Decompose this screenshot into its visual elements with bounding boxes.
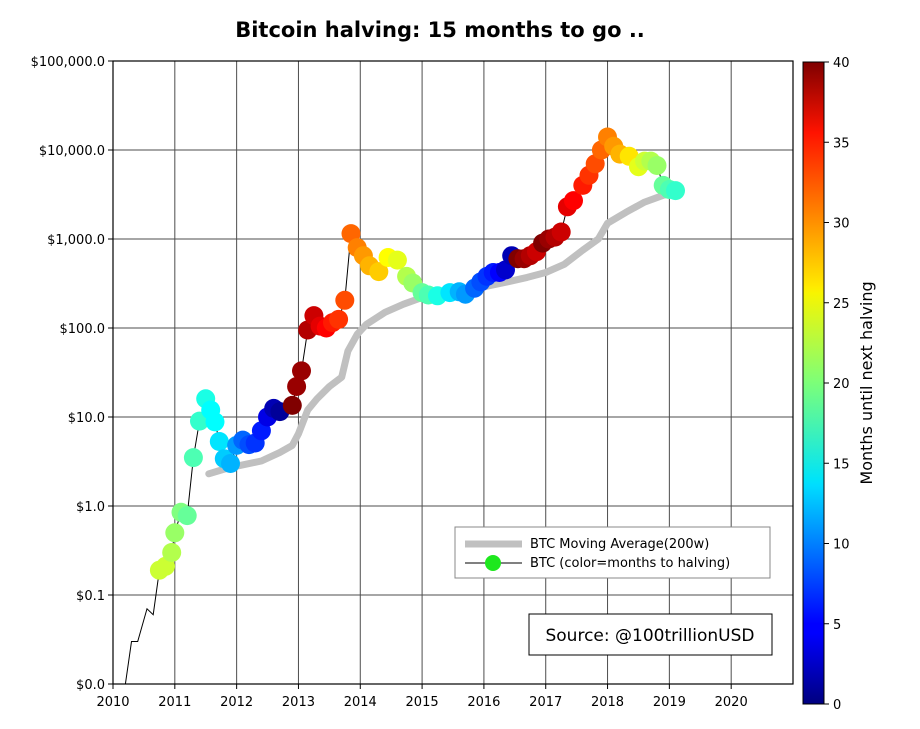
colorbar-tick-label: 0	[833, 698, 841, 713]
colorbar-tick-label: 20	[833, 377, 850, 392]
btc-point	[329, 309, 349, 329]
y-axis: $0.0 $0.1 $1.0 $10.0 $100.0 $1,000.0 $10,000.0…	[31, 55, 113, 693]
y-tick-label: $0.1	[76, 589, 105, 604]
x-tick-label: 2011	[158, 695, 191, 710]
btc-point	[292, 361, 311, 381]
y-tick-label: $1,000.0	[47, 233, 105, 248]
btc-point	[496, 260, 515, 280]
x-tick-label: 2019	[653, 695, 686, 710]
plot-frame	[112, 60, 794, 685]
source-box	[528, 613, 773, 656]
btc-point	[369, 262, 389, 282]
btc-point	[666, 181, 685, 201]
chart-title: Bitcoin halving: 15 months to go ..	[235, 18, 645, 42]
colorbar-label: Months until next halving	[857, 281, 876, 484]
x-tick-label: 2020	[715, 695, 748, 710]
legend-box	[454, 526, 771, 579]
btc-point	[551, 222, 571, 242]
y-tick-label: $0.0	[76, 678, 105, 693]
btc-point	[162, 543, 182, 562]
btc-point	[335, 290, 355, 310]
colorbar-tick-label: 5	[833, 618, 841, 633]
btc-points-layer	[149, 127, 685, 580]
colorbar-tick-label: 25	[833, 297, 850, 312]
colorbar: 0 5 10 15 20 25 30 35 40 Months until next halvi…	[802, 56, 876, 713]
btc-point	[287, 377, 307, 396]
source-text: Source: @100trillionUSD	[545, 626, 754, 646]
btc-point	[209, 432, 229, 451]
btc-point	[165, 523, 185, 543]
colorbar-tick-label: 30	[833, 217, 850, 232]
colorbar-ticks: 0 5 10 15 20 25 30 35 40	[824, 56, 850, 713]
y-tick-label: $1.0	[76, 500, 105, 515]
btc-point	[387, 250, 407, 270]
x-tick-label: 2010	[96, 695, 129, 710]
x-tick-label: 2018	[591, 695, 624, 710]
btc-point	[647, 156, 667, 175]
btc-point	[221, 454, 240, 473]
legend-ma-label: BTC Moving Average(200w)	[530, 537, 709, 552]
y-tick-label: $10,000.0	[39, 144, 105, 159]
x-tick-label: 2015	[406, 695, 439, 710]
btc-point	[183, 448, 203, 468]
colorbar-tick-label: 40	[833, 56, 850, 71]
x-axis: 2010 2011 2012 2013 2014 2015 2016 2017 2018 2019…	[96, 684, 748, 710]
x-tick-label: 2012	[220, 695, 253, 710]
y-tick-label: $100.0	[60, 322, 106, 337]
source-annotation: Source: @100trillionUSD	[528, 613, 773, 656]
legend-btc-marker	[485, 555, 501, 571]
y-tick-label: $100,000.0	[31, 55, 105, 70]
btc-point	[564, 191, 583, 211]
x-tick-label: 2016	[467, 695, 500, 710]
btc-point	[282, 395, 302, 415]
x-tick-label: 2014	[344, 695, 377, 710]
x-tick-label: 2017	[529, 695, 562, 710]
moving-average-layer	[205, 189, 679, 478]
ma-200w-line	[205, 189, 679, 478]
grid-lines	[112, 61, 793, 684]
colorbar-tick-label: 15	[833, 457, 850, 472]
btc-point	[177, 506, 197, 526]
colorbar-tick-label: 35	[833, 136, 850, 151]
colorbar-tick-label: 10	[833, 538, 850, 553]
y-tick-label: $10.0	[68, 411, 105, 426]
x-tick-label: 2013	[282, 695, 315, 710]
colorbar-gradient	[802, 61, 825, 705]
legend: BTC Moving Average(200w) BTC (color=mont…	[454, 526, 771, 579]
btc-point	[205, 412, 225, 432]
legend-btc-label: BTC (color=months to halving)	[530, 556, 730, 571]
